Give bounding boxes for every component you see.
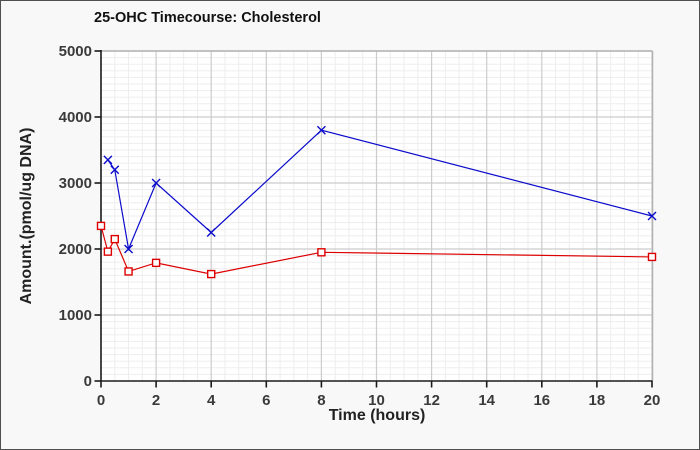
blue-x-series-marker-x [647, 211, 657, 221]
x-tick-label: 4 [207, 392, 216, 409]
x-tick-label: 12 [423, 392, 440, 409]
blue-x-series-marker-x [151, 178, 161, 188]
x-tick-label: 16 [533, 392, 550, 409]
y-tick-label: 4000 [59, 109, 92, 126]
red-square-series-marker-square [647, 252, 657, 262]
x-tick-label: 0 [97, 392, 105, 409]
red-square-series-marker-square [206, 269, 216, 279]
blue-x-series-marker-x [316, 125, 326, 135]
y-tick-label: 3000 [59, 175, 92, 192]
y-tick-label: 0 [84, 373, 92, 390]
red-square-series-marker-square [151, 258, 161, 268]
chart-title: 25-OHC Timecourse: Cholesterol [94, 10, 321, 26]
y-tick-label: 5000 [59, 43, 92, 60]
red-square-series-marker-square [96, 221, 106, 231]
x-tick-label: 10 [368, 392, 385, 409]
x-tick-label: 14 [478, 392, 495, 409]
blue-x-series-marker-x [124, 244, 134, 254]
blue-x-series-marker-x [110, 165, 120, 175]
red-square-series-marker-square [103, 247, 113, 256]
x-axis-label: Time (hours) [328, 407, 426, 424]
x-tick-label: 8 [317, 392, 325, 409]
x-tick-label: 2 [152, 392, 160, 409]
x-tick-label: 20 [644, 392, 661, 409]
red-square-series-marker-square [124, 267, 133, 276]
red-square-series-marker-square [110, 234, 119, 244]
x-tick-label: 18 [589, 392, 606, 409]
y-tick-label: 1000 [59, 307, 92, 324]
blue-x-series-marker-x [206, 228, 216, 237]
red-square-series-marker-square [317, 248, 326, 257]
blue-x-series-marker-x [103, 155, 113, 165]
x-tick-label: 6 [262, 392, 270, 409]
y-tick-label: 2000 [59, 241, 92, 258]
